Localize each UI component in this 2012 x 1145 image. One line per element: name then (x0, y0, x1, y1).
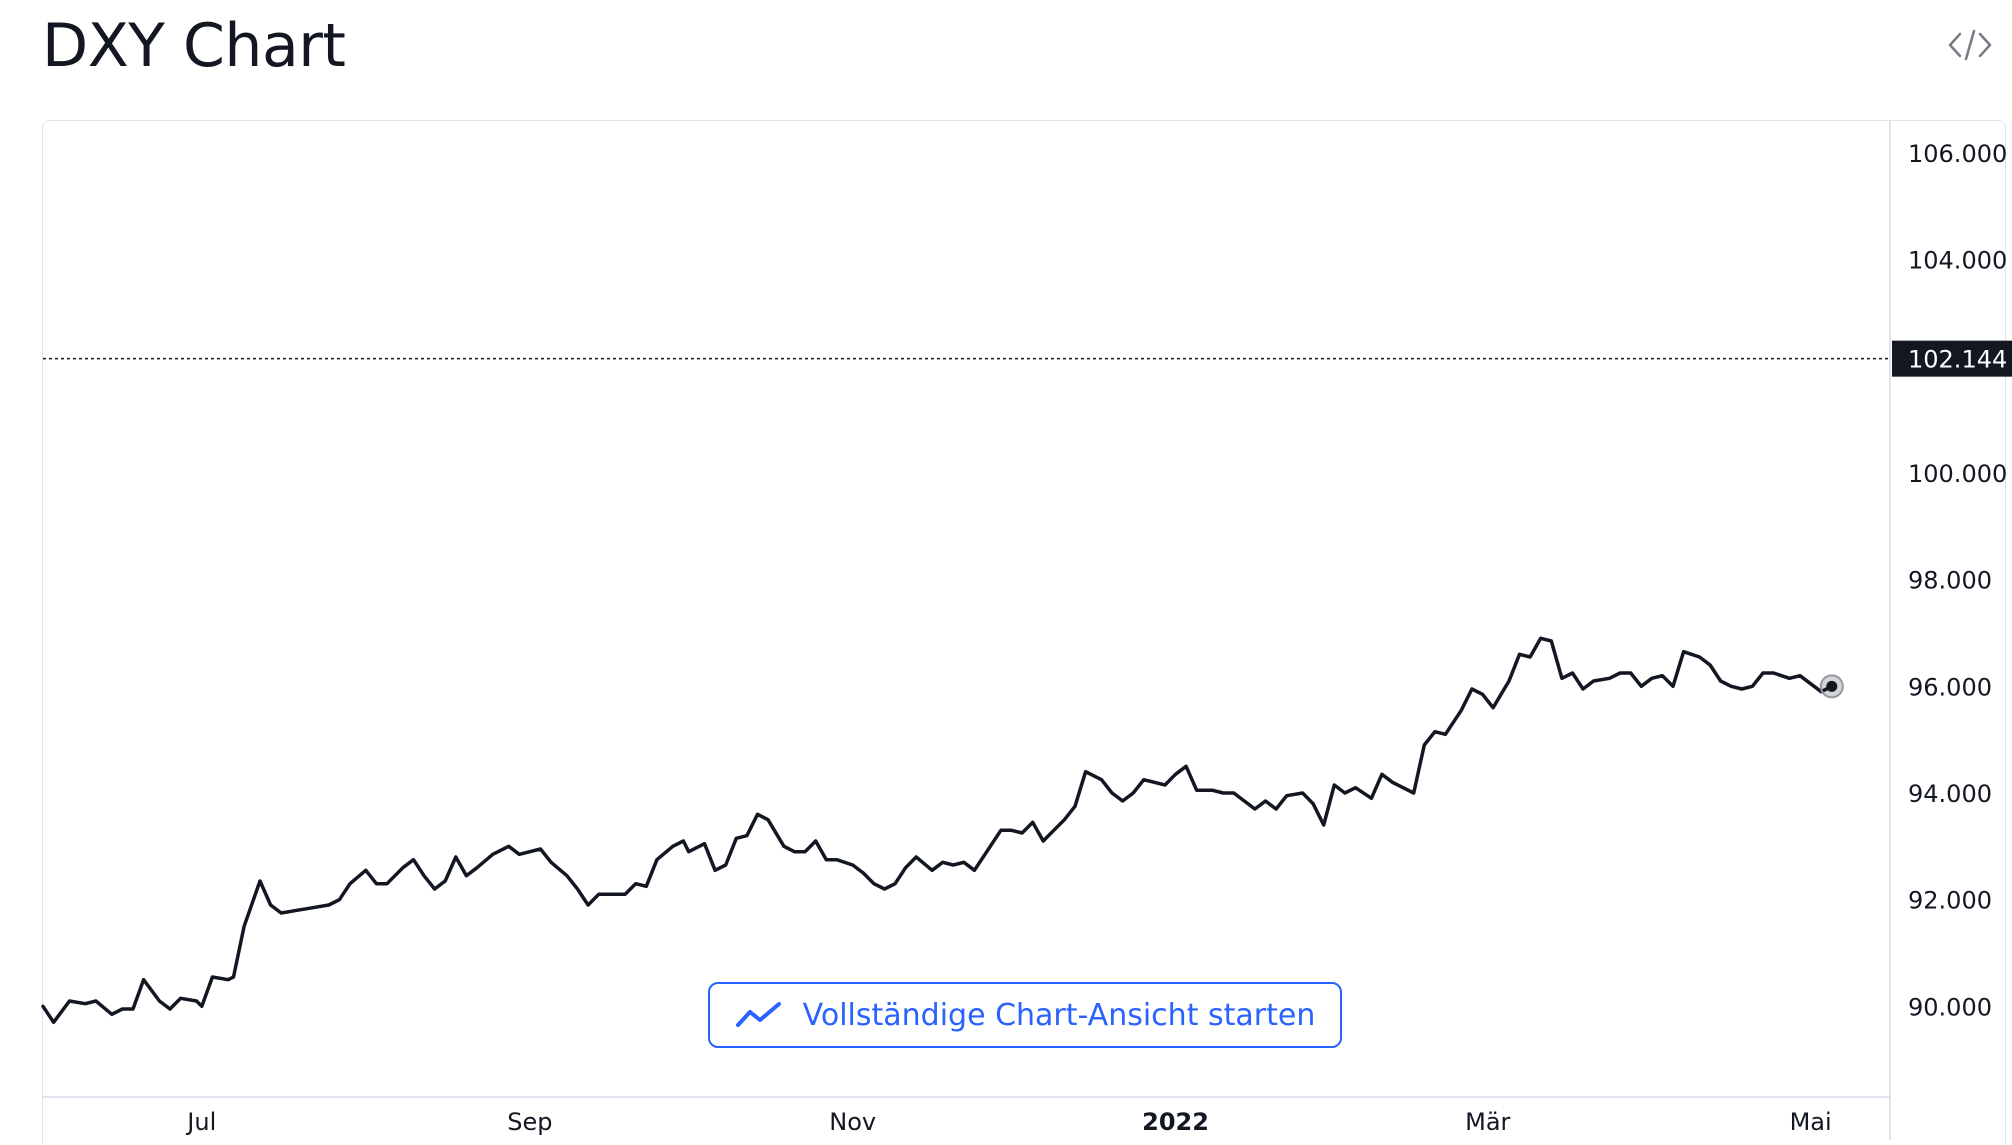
x-tick-label: Jul (185, 1108, 216, 1136)
dxy-series-line (41, 636, 1834, 1025)
y-tick-label: 104.000 (1908, 247, 2007, 275)
code-icon (1948, 29, 1992, 61)
last-point-dot (1826, 680, 1838, 692)
x-tick-label: Mai (1790, 1108, 1832, 1136)
x-tick-label: Mär (1465, 1108, 1510, 1136)
trend-line-icon (735, 1002, 781, 1027)
embed-code-button[interactable] (1942, 22, 1998, 68)
full-chart-view-label: Vollständige Chart-Ansicht starten (802, 997, 1316, 1033)
y-tick-label: 100.000 (1908, 460, 2007, 488)
last-price-badge (1892, 340, 2012, 377)
y-tick-label: 98.000 (1908, 567, 1992, 595)
x-tick-label: 2022 (1142, 1108, 1209, 1136)
y-tick-label: 96.000 (1908, 673, 1992, 701)
last-price-label: 102.144 (1908, 346, 2007, 374)
x-tick-label: Sep (507, 1108, 552, 1136)
y-tick-label: 92.000 (1908, 887, 1992, 915)
y-tick-label: 94.000 (1908, 780, 1992, 808)
chart-container (42, 120, 2006, 1145)
y-tick-label: 106.000 (1908, 140, 2007, 168)
x-tick-label: Nov (829, 1108, 876, 1136)
full-chart-view-button[interactable]: Vollständige Chart-Ansicht starten (708, 982, 1342, 1048)
y-tick-label: 90.000 (1908, 993, 1992, 1021)
page-title: DXY Chart (42, 11, 346, 81)
